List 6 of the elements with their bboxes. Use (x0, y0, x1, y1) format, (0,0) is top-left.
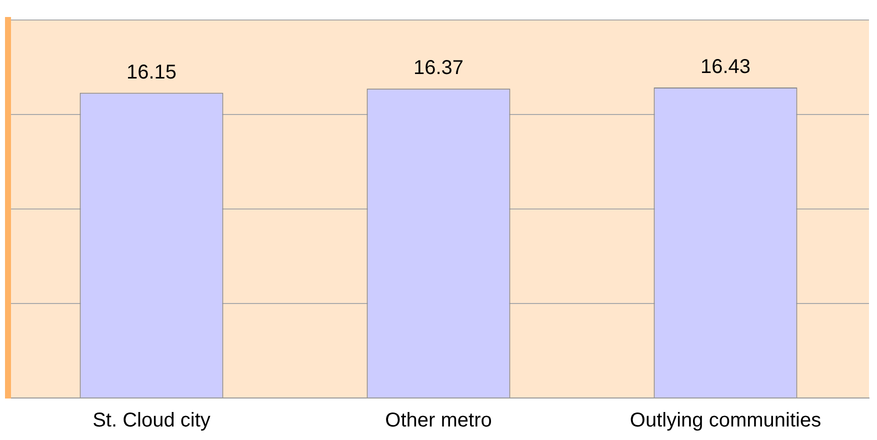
x-tick-label: Other metro (385, 410, 492, 432)
x-tick-label: Outlying communities (630, 410, 822, 432)
data-label: 16.15 (126, 61, 177, 84)
data-label: 16.43 (700, 56, 751, 78)
data-label: 16.37 (413, 57, 464, 80)
x-tick-label: St. Cloud city (92, 410, 210, 432)
